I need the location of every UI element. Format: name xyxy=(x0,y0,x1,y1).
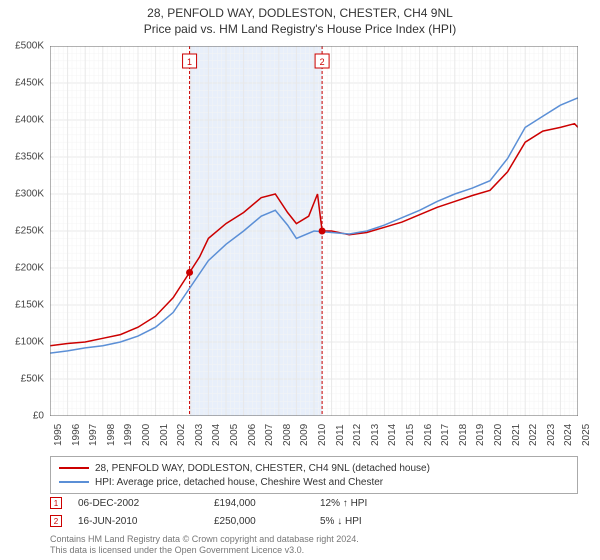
x-tick-label: 1997 xyxy=(88,424,99,446)
x-tick-label: 2015 xyxy=(405,424,416,446)
marker-price: £194,000 xyxy=(214,498,304,509)
y-tick-label: £350K xyxy=(15,152,44,163)
legend-swatch xyxy=(59,467,89,469)
markers-block: 1 06-DEC-2002 £194,000 12% ↑ HPI 2 16-JUN-201… xyxy=(50,494,578,530)
x-tick-label: 2001 xyxy=(159,424,170,446)
x-tick-label: 2006 xyxy=(247,424,258,446)
x-tick-label: 2002 xyxy=(176,424,187,446)
x-tick-label: 2016 xyxy=(423,424,434,446)
marker-price: £250,000 xyxy=(214,516,304,527)
y-tick-label: £250K xyxy=(15,226,44,237)
legend-swatch xyxy=(59,481,89,483)
y-tick-label: £400K xyxy=(15,115,44,126)
chart-svg: 12 xyxy=(50,46,578,416)
legend-box: 28, PENFOLD WAY, DODLESTON, CHESTER, CH4… xyxy=(50,456,578,494)
footer-block: Contains HM Land Registry data © Crown c… xyxy=(50,534,578,556)
x-tick-label: 2018 xyxy=(458,424,469,446)
marker-table-badge: 1 xyxy=(50,497,62,509)
marker-dot xyxy=(186,269,193,276)
x-tick-label: 2009 xyxy=(299,424,310,446)
marker-pct: 12% ↑ HPI xyxy=(320,498,430,509)
x-tick-label: 2010 xyxy=(317,424,328,446)
legend-label: 28, PENFOLD WAY, DODLESTON, CHESTER, CH4… xyxy=(95,463,430,474)
x-tick-label: 2024 xyxy=(563,424,574,446)
x-tick-label: 1998 xyxy=(106,424,117,446)
title-line1: 28, PENFOLD WAY, DODLESTON, CHESTER, CH4… xyxy=(0,6,600,20)
x-tick-label: 1996 xyxy=(71,424,82,446)
x-tick-label: 1999 xyxy=(123,424,134,446)
y-tick-label: £50K xyxy=(21,374,44,385)
chart-area: 12 xyxy=(50,46,578,416)
x-tick-label: 2000 xyxy=(141,424,152,446)
x-tick-label: 2023 xyxy=(546,424,557,446)
y-tick-label: £300K xyxy=(15,189,44,200)
x-tick-label: 2007 xyxy=(264,424,275,446)
x-tick-label: 2004 xyxy=(211,424,222,446)
chart-container: 28, PENFOLD WAY, DODLESTON, CHESTER, CH4… xyxy=(0,0,600,560)
x-tick-label: 2003 xyxy=(194,424,205,446)
title-block: 28, PENFOLD WAY, DODLESTON, CHESTER, CH4… xyxy=(0,0,600,36)
y-tick-label: £0 xyxy=(33,411,44,422)
y-tick-label: £100K xyxy=(15,337,44,348)
x-tick-label: 2012 xyxy=(352,424,363,446)
legend-row: HPI: Average price, detached house, Ches… xyxy=(59,475,569,489)
x-tick-label: 2008 xyxy=(282,424,293,446)
x-tick-label: 2014 xyxy=(387,424,398,446)
x-tick-label: 2017 xyxy=(440,424,451,446)
y-tick-label: £500K xyxy=(15,41,44,52)
legend-label: HPI: Average price, detached house, Ches… xyxy=(95,477,383,488)
marker-badge-text: 1 xyxy=(187,57,192,67)
marker-badge-text: 2 xyxy=(320,57,325,67)
marker-date: 16-JUN-2010 xyxy=(78,516,198,527)
marker-table-row: 1 06-DEC-2002 £194,000 12% ↑ HPI xyxy=(50,494,578,512)
footer-line1: Contains HM Land Registry data © Crown c… xyxy=(50,534,578,545)
legend-row: 28, PENFOLD WAY, DODLESTON, CHESTER, CH4… xyxy=(59,461,569,475)
x-tick-label: 2022 xyxy=(528,424,539,446)
x-tick-label: 2020 xyxy=(493,424,504,446)
marker-dot xyxy=(319,228,326,235)
marker-table-badge: 2 xyxy=(50,515,62,527)
x-tick-label: 2021 xyxy=(511,424,522,446)
y-axis-labels: £0£50K£100K£150K£200K£250K£300K£350K£400… xyxy=(0,46,48,416)
x-tick-label: 2011 xyxy=(335,424,346,446)
x-tick-label: 2005 xyxy=(229,424,240,446)
title-line2: Price paid vs. HM Land Registry's House … xyxy=(0,22,600,36)
y-tick-label: £200K xyxy=(15,263,44,274)
marker-table-row: 2 16-JUN-2010 £250,000 5% ↓ HPI xyxy=(50,512,578,530)
y-tick-label: £150K xyxy=(15,300,44,311)
marker-date: 06-DEC-2002 xyxy=(78,498,198,509)
footer-line2: This data is licensed under the Open Gov… xyxy=(50,545,578,556)
x-tick-label: 2019 xyxy=(475,424,486,446)
x-tick-label: 2025 xyxy=(581,424,592,446)
x-axis-labels: 1995 1996 1997 1998 1999 2000 2001 2002 2003 2004… xyxy=(50,418,578,458)
x-tick-label: 2013 xyxy=(370,424,381,446)
marker-pct: 5% ↓ HPI xyxy=(320,516,430,527)
x-tick-label: 1995 xyxy=(53,424,64,446)
y-tick-label: £450K xyxy=(15,78,44,89)
